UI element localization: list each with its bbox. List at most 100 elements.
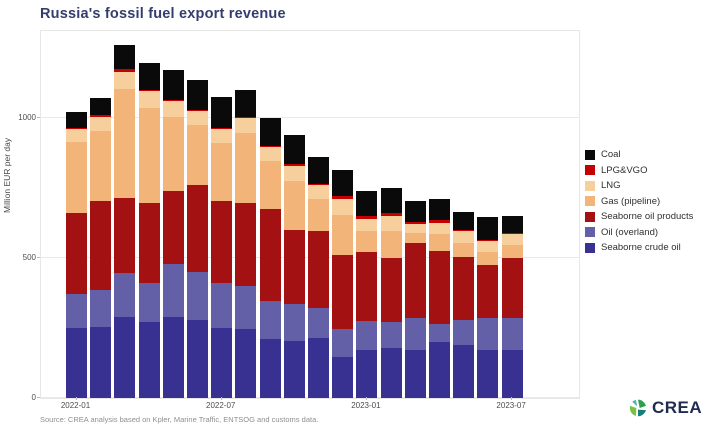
legend-label: Seaborne oil products [601,211,694,223]
bar-segment [308,308,329,338]
bar-segment [477,265,499,319]
bar-segment [259,209,281,302]
source-note: Source: CREA analysis based on Kpler, Ma… [40,415,319,424]
legend-label: Gas (pipeline) [601,195,661,207]
bar-segment [404,350,426,398]
bar-segment [90,130,112,201]
bar-segment [162,316,184,398]
bar-segment [283,304,305,341]
bar-segment [187,185,208,273]
bar-segment [235,116,257,119]
bar-segment [380,213,402,217]
bar-segment [429,223,450,235]
bar-segment [90,200,112,291]
bar-2023-03 [404,200,426,398]
bar-segment [356,321,378,351]
bar-segment [404,318,426,351]
bar-segment [187,125,208,186]
legend-swatch [585,242,595,253]
bar-segment [138,63,160,91]
x-tick-mark [511,397,513,400]
bar-segment [66,213,87,295]
legend-item: Oil (overland) [585,225,693,241]
bar-segment [187,111,208,126]
bar-segment [429,199,450,221]
bar-2023-06 [477,217,499,398]
bar-segment [259,301,281,340]
legend-label: LNG [601,180,621,192]
bar-segment [308,185,329,200]
bar-segment [332,196,354,200]
legend: Coal LPG&VGO LNG Gas (pipeline) Seaborne oil… [585,147,693,256]
bar-2022-11 [308,157,329,398]
bar-segment [429,251,450,324]
bar-segment [501,318,523,351]
bar-2023-01 [356,190,378,398]
bar-segment [332,255,354,330]
bar-segment [501,234,523,246]
bar-segment [138,322,160,398]
bar-segment [356,190,378,217]
bar-2022-12 [332,169,354,398]
bar-segment [114,88,136,198]
legend-swatch [585,149,595,160]
bar-2023-02 [380,188,402,398]
bar-segment [211,127,233,130]
bar-segment [308,337,329,398]
bar-2023-04 [429,199,450,398]
bar-segment [211,129,233,144]
bar-2023-05 [453,211,475,398]
bar-segment [501,350,523,398]
bar-segment [90,290,112,327]
legend-item: Coal [585,147,693,163]
legend-label: LPG&VGO [601,164,648,176]
y-tick-mark [37,117,40,118]
x-tick-mark [365,397,367,400]
bar-segment [66,328,87,398]
bar-segment [138,91,160,109]
legend-swatch [585,165,595,176]
bar-segment [283,164,305,166]
x-tick-label: 2023-07 [496,401,526,410]
bar-segment [356,218,378,232]
crea-logo-icon [629,399,646,417]
bar-segment [501,232,523,235]
bar-segment [138,283,160,323]
bar-segment [356,216,378,219]
bar-segment [332,357,354,398]
bar-segment [453,256,475,320]
bar-segment [283,340,305,398]
legend-swatch [585,196,595,207]
bar-segment [114,316,136,398]
legend-item: Gas (pipeline) [585,194,693,210]
legend-item: LNG [585,178,693,194]
bar-segment [66,141,87,214]
bar-segment [66,127,87,130]
bar-segment [477,350,499,398]
bar-segment [259,161,281,210]
bar-segment [114,197,136,274]
bar-segment [162,101,184,117]
bar-segment [453,230,475,232]
bar-segment [235,286,257,330]
bar-segment [114,71,136,89]
bar-segment [90,326,112,398]
bar-segment [235,133,257,204]
bar-segment [235,329,257,398]
bar-segment [477,241,499,253]
bar-segment [211,97,233,128]
bar-segment [283,134,305,165]
y-tick-label: 1000 [18,112,36,122]
bar-segment [114,69,136,72]
bar-segment [283,230,305,305]
bar-segment [235,90,257,117]
bar-segment [429,220,450,224]
y-tick-mark [37,397,40,398]
bar-2022-09 [259,118,281,398]
bar-2022-05 [162,70,184,398]
bar-segment [308,157,329,184]
legend-item: Seaborne oil products [585,209,693,225]
plot-area [40,30,580,399]
bar-segment [90,98,112,116]
bar-segment [453,211,475,231]
